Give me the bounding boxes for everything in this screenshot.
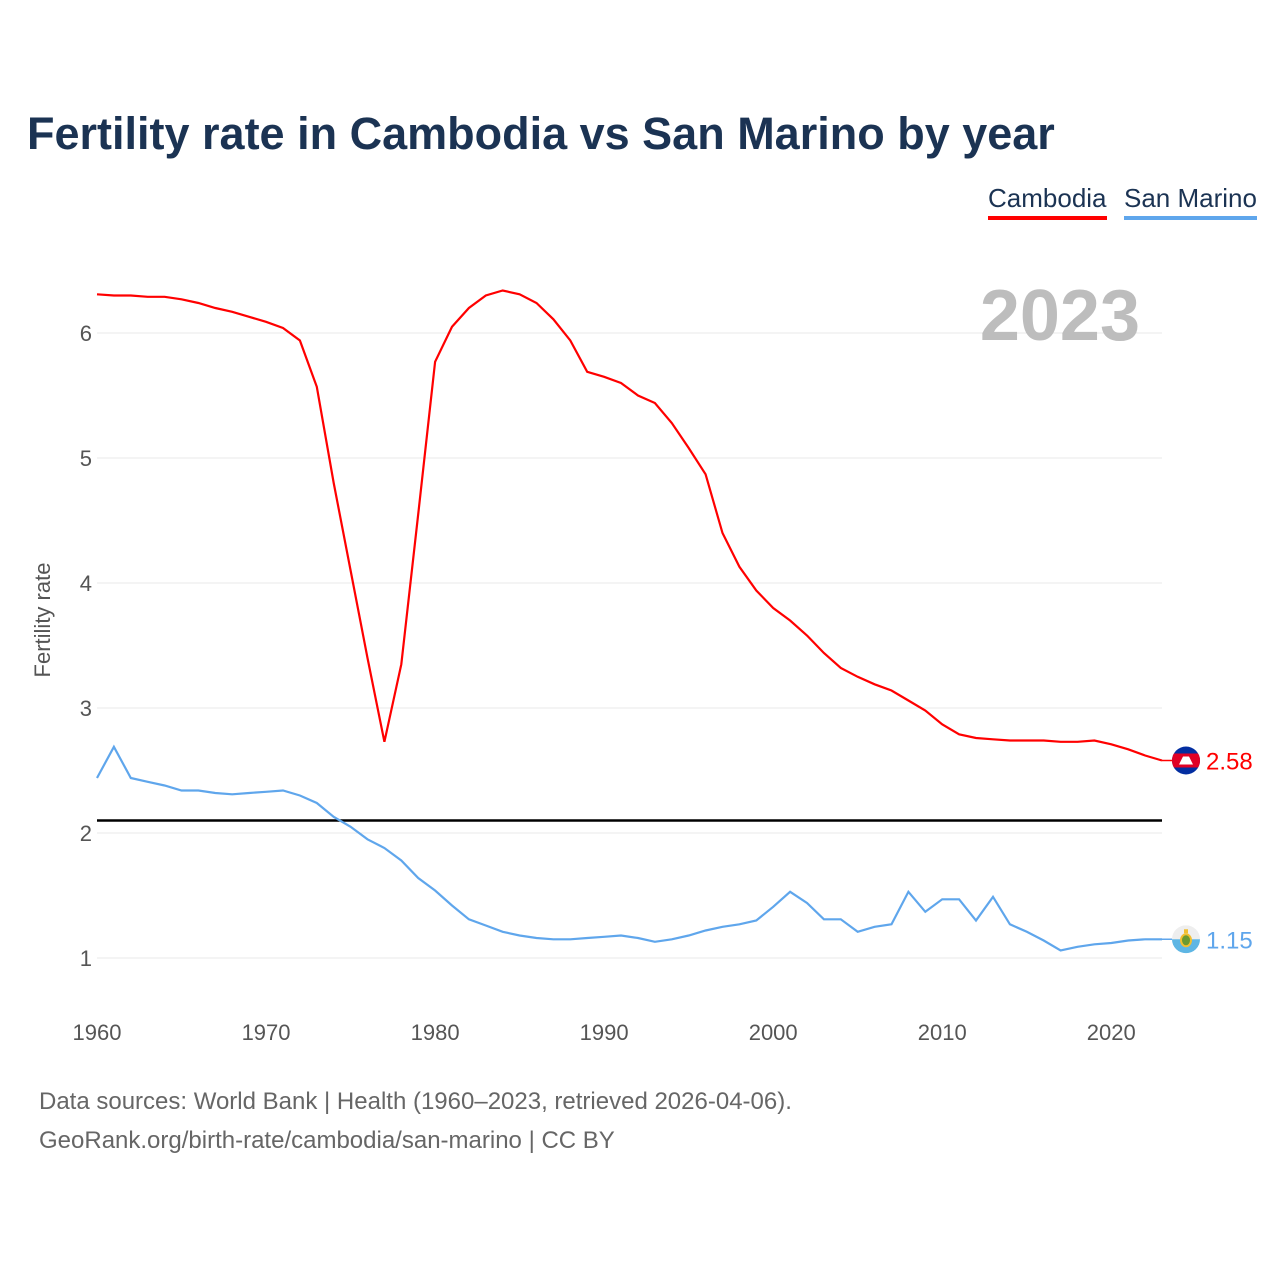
source-line-2[interactable]: GeoRank.org/birth-rate/cambodia/san-mari… xyxy=(39,1127,615,1154)
y-tick-label: 1 xyxy=(80,946,92,971)
end-value-label: 2.58 xyxy=(1206,749,1253,776)
y-tick-label: 4 xyxy=(80,571,92,596)
x-tick-label: 1990 xyxy=(580,1020,629,1045)
y-tick-label: 6 xyxy=(80,321,92,346)
x-tick-label: 2020 xyxy=(1087,1020,1136,1045)
source-line-1: Data sources: World Bank | Health (1960–… xyxy=(39,1088,792,1115)
x-tick-label: 1980 xyxy=(411,1020,460,1045)
year-watermark: 2023 xyxy=(980,276,1140,356)
legend-cambodia[interactable]: Cambodia xyxy=(988,183,1107,220)
y-tick-label: 3 xyxy=(80,696,92,721)
cambodia-flag-icon xyxy=(1172,746,1200,775)
x-tick-label: 2010 xyxy=(918,1020,967,1045)
series-line-san-marino xyxy=(96,744,1162,952)
x-tick-label: 1970 xyxy=(242,1020,291,1045)
x-tick-label: 2000 xyxy=(749,1020,798,1045)
y-axis-label: Fertility rate xyxy=(30,563,55,678)
legend-san-marino[interactable]: San Marino xyxy=(1124,183,1257,220)
x-tick-label: 1960 xyxy=(73,1020,122,1045)
y-tick-label: 2 xyxy=(80,821,92,846)
san-marino-flag-icon xyxy=(1172,925,1200,954)
chart-title: Fertility rate in Cambodia vs San Marino… xyxy=(27,108,1055,159)
end-value-label: 1.15 xyxy=(1206,927,1253,954)
series-line-cambodia xyxy=(96,289,1163,762)
y-tick-label: 5 xyxy=(80,446,92,471)
